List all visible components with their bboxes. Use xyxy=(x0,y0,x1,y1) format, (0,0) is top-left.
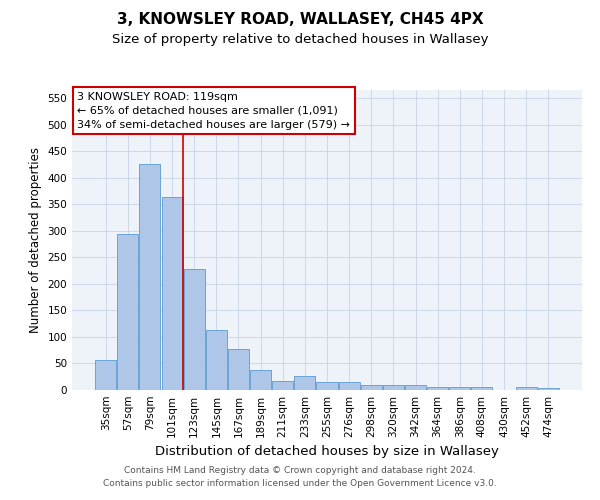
Bar xyxy=(538,388,559,390)
Y-axis label: Number of detached properties: Number of detached properties xyxy=(29,147,42,333)
Bar xyxy=(95,360,116,390)
Bar xyxy=(161,198,182,390)
Bar xyxy=(361,384,382,390)
Bar xyxy=(405,385,426,390)
Bar xyxy=(449,388,470,390)
Text: 3, KNOWSLEY ROAD, WALLASEY, CH45 4PX: 3, KNOWSLEY ROAD, WALLASEY, CH45 4PX xyxy=(116,12,484,28)
Bar xyxy=(139,164,160,390)
Bar xyxy=(118,234,139,390)
Bar xyxy=(228,349,249,390)
X-axis label: Distribution of detached houses by size in Wallasey: Distribution of detached houses by size … xyxy=(155,446,499,458)
Bar xyxy=(427,388,448,390)
Bar xyxy=(383,385,404,390)
Bar xyxy=(206,330,227,390)
Bar xyxy=(184,269,205,390)
Bar xyxy=(338,382,359,390)
Text: Contains HM Land Registry data © Crown copyright and database right 2024.
Contai: Contains HM Land Registry data © Crown c… xyxy=(103,466,497,487)
Bar xyxy=(250,370,271,390)
Bar xyxy=(472,388,493,390)
Text: Size of property relative to detached houses in Wallasey: Size of property relative to detached ho… xyxy=(112,32,488,46)
Bar xyxy=(316,382,338,390)
Text: 3 KNOWSLEY ROAD: 119sqm
← 65% of detached houses are smaller (1,091)
34% of semi: 3 KNOWSLEY ROAD: 119sqm ← 65% of detache… xyxy=(77,92,350,130)
Bar xyxy=(272,381,293,390)
Bar xyxy=(295,376,316,390)
Bar xyxy=(515,388,536,390)
